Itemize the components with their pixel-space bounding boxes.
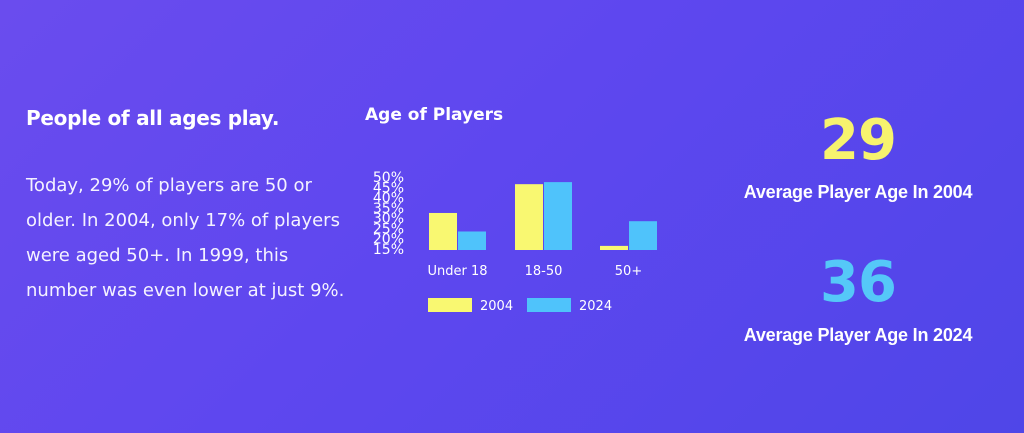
stat-label-2004: Average Player Age In 2004 [743, 182, 973, 202]
y-tick-label: 25% [373, 221, 404, 237]
y-tick-label: 35% [373, 201, 404, 217]
stat-value-2004: 29 [820, 108, 897, 173]
stat-label-2024: Average Player Age In 2024 [743, 325, 973, 345]
bar-2004-50+ [600, 245, 628, 250]
y-tick-label: 30% [373, 211, 404, 227]
x-tick-label: Under 18 [427, 264, 487, 279]
bar-2024-18-50 [544, 182, 572, 250]
bar-2024-50+ [629, 221, 657, 250]
x-tick-label: 50+ [615, 264, 642, 279]
legend-label-2004: 2004 [480, 299, 513, 314]
legend-label-2024: 2024 [579, 299, 612, 314]
legend-swatch-2004 [428, 298, 472, 312]
bar-2004-18-50 [515, 184, 543, 250]
age-of-players-chart: 15%20%25%30%35%40%45%50% Under 18 18-50 50+… [373, 170, 657, 314]
stat-value-2024: 36 [820, 250, 897, 315]
y-tick-label: 50% [373, 170, 404, 186]
chart-title: Age of Players [365, 105, 504, 125]
y-tick-label: 40% [373, 191, 404, 207]
section-description: Today, 29% of players are 50 or older. I… [26, 175, 345, 301]
y-tick-label: 20% [373, 232, 404, 248]
y-tick-label: 15% [373, 242, 404, 258]
section-title: People of all ages play. [26, 106, 280, 130]
y-tick-label: 45% [373, 180, 404, 196]
legend-swatch-2024 [527, 298, 571, 312]
bar-2024-under-18 [458, 231, 486, 250]
bar-2004-under-18 [429, 212, 457, 250]
x-tick-label: 18-50 [525, 264, 563, 279]
